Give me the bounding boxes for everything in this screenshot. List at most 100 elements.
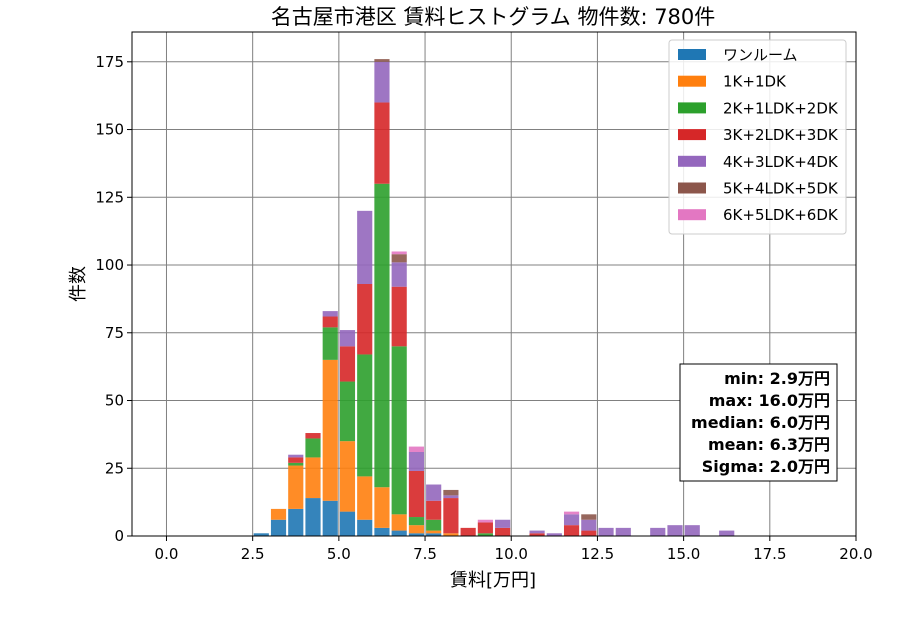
stats-line: min: 2.9万円 (724, 369, 830, 388)
legend-label: 2K+1LDK+2DK (723, 99, 839, 117)
histogram-bar-segment (650, 527, 666, 536)
histogram-bar-segment (443, 495, 459, 499)
legend-label: 3K+2LDK+3DK (723, 126, 839, 144)
histogram-bar-segment (305, 438, 321, 458)
stats-box-frame (679, 363, 838, 482)
histogram-bar-segment (305, 433, 321, 439)
x-tick-label: 12.5 (581, 545, 614, 563)
ticks-layer: 0.0 2.5 5.0 7.5 10.0 12.5 15.0 17.5 20.0 0 25 50 75 1… (95, 53, 872, 563)
histogram-bar-segment (305, 498, 321, 536)
histogram-bar-segment (408, 446, 425, 452)
histogram-bar-segment (339, 511, 356, 536)
histogram-bar-segment (391, 346, 407, 515)
histogram-bar-segment (357, 354, 373, 477)
plot-frame (131, 31, 857, 537)
legend-swatch (678, 182, 706, 194)
histogram-bar-segment (581, 519, 597, 531)
histogram-bar-segment (357, 476, 373, 520)
x-tick-label: 15.0 (667, 545, 700, 563)
x-axis-label: 賃料[万円] (450, 570, 536, 591)
legend-label: 6K+5LDK+6DK (723, 206, 839, 224)
legend-label: 4K+3LDK+4DK (723, 153, 839, 171)
histogram-bar-segment (598, 527, 614, 536)
histogram-bar-segment (322, 316, 338, 328)
histogram-bar-segment (270, 508, 287, 520)
x-tick-label: 17.5 (753, 545, 786, 563)
histogram-bar-segment (426, 484, 442, 501)
histogram-bar-segment (339, 381, 356, 442)
legend-swatch (678, 155, 706, 167)
x-tick-label: 0.0 (155, 545, 179, 563)
y-tick-label: 50 (105, 392, 124, 410)
y-tick-label: 100 (95, 256, 124, 274)
legend-swatch (678, 209, 706, 221)
histogram-bar-segment (408, 517, 425, 526)
histogram-bar-segment (357, 519, 373, 536)
legend-swatch (678, 49, 706, 60)
histogram-bar-segment (391, 254, 407, 263)
stats-line: max: 16.0万円 (709, 391, 830, 410)
stats-line: Sigma: 2.0万円 (702, 457, 830, 476)
histogram-bar-segment (426, 533, 442, 536)
histogram-bar-segment (288, 462, 304, 466)
histogram-bar-segment (443, 489, 459, 496)
legend-swatch (678, 75, 706, 87)
histogram-bar-segment (495, 527, 511, 536)
histogram-bar-segment (374, 487, 390, 528)
histogram-bar-segment (529, 533, 545, 536)
histogram-bar-segment (529, 530, 545, 534)
histogram-bar-segment (495, 519, 511, 528)
histogram-bar-segment (322, 311, 338, 317)
histogram-bar-segment (408, 525, 425, 534)
y-tick-label: 150 (95, 121, 124, 139)
y-tick-label: 75 (105, 324, 124, 342)
histogram-bar-segment (357, 210, 373, 284)
histogram-bar-segment (719, 530, 735, 536)
histogram-bar-segment (460, 527, 476, 536)
y-axis-label: 件数 (68, 266, 89, 302)
histogram-bar-segment (563, 514, 580, 526)
x-tick-label: 20.0 (839, 545, 872, 563)
histogram-bar-segment (270, 519, 287, 536)
stats-line: median: 6.0万円 (691, 413, 830, 432)
histogram-bar-segment (391, 262, 407, 287)
histogram-bar-segment (339, 330, 356, 347)
histogram-bar-segment (305, 457, 321, 499)
histogram-bar-segment (391, 530, 407, 536)
histogram-bar-segment (322, 327, 338, 360)
histogram-bar-segment (667, 525, 683, 536)
histogram-bar-segment (374, 183, 390, 488)
x-tick-label: 2.5 (241, 545, 265, 563)
stats-line: mean: 6.3万円 (708, 435, 830, 454)
histogram-bar-segment (288, 454, 304, 458)
y-tick-label: 25 (105, 459, 124, 477)
legend-label: ワンルーム (723, 46, 798, 64)
histogram-bar-segment (477, 522, 493, 534)
legend-label: 1K+1DK (723, 73, 787, 91)
histogram-bar-segment (391, 286, 407, 347)
legend: ワンルーム 1K+1DK 2K+1LDK+2DK 3K+2LDK+3DK 4K+3LDK… (668, 39, 847, 235)
histogram-bar-segment (288, 457, 304, 463)
histogram-bar-segment (339, 441, 356, 512)
histogram-bar-segment (339, 346, 356, 382)
histogram-bar-segment (253, 533, 269, 536)
histogram-bar-segment (546, 533, 562, 536)
histogram-bar-segment (563, 525, 580, 536)
histogram-bar-segment (408, 470, 425, 518)
histogram-bar-segment (391, 514, 407, 531)
histogram-bar-segment (443, 498, 459, 534)
y-tick-label: 175 (95, 53, 124, 71)
histogram-bar-segment (374, 61, 390, 103)
x-tick-label: 5.0 (327, 545, 351, 563)
histogram-bar-segment (477, 519, 493, 523)
histogram-bar-segment (581, 530, 597, 536)
histogram-bar-segment (581, 514, 597, 520)
histogram-bar-segment (408, 452, 425, 471)
y-tick-label: 0 (114, 527, 124, 545)
histogram-bar-segment (443, 533, 459, 536)
histogram-bar-segment (684, 525, 700, 536)
legend-swatch (678, 102, 706, 114)
stats-box: min: 2.9万円 max: 16.0万円 median: 6.0万円 mean: … (679, 363, 838, 482)
y-tick-label: 125 (95, 188, 124, 206)
